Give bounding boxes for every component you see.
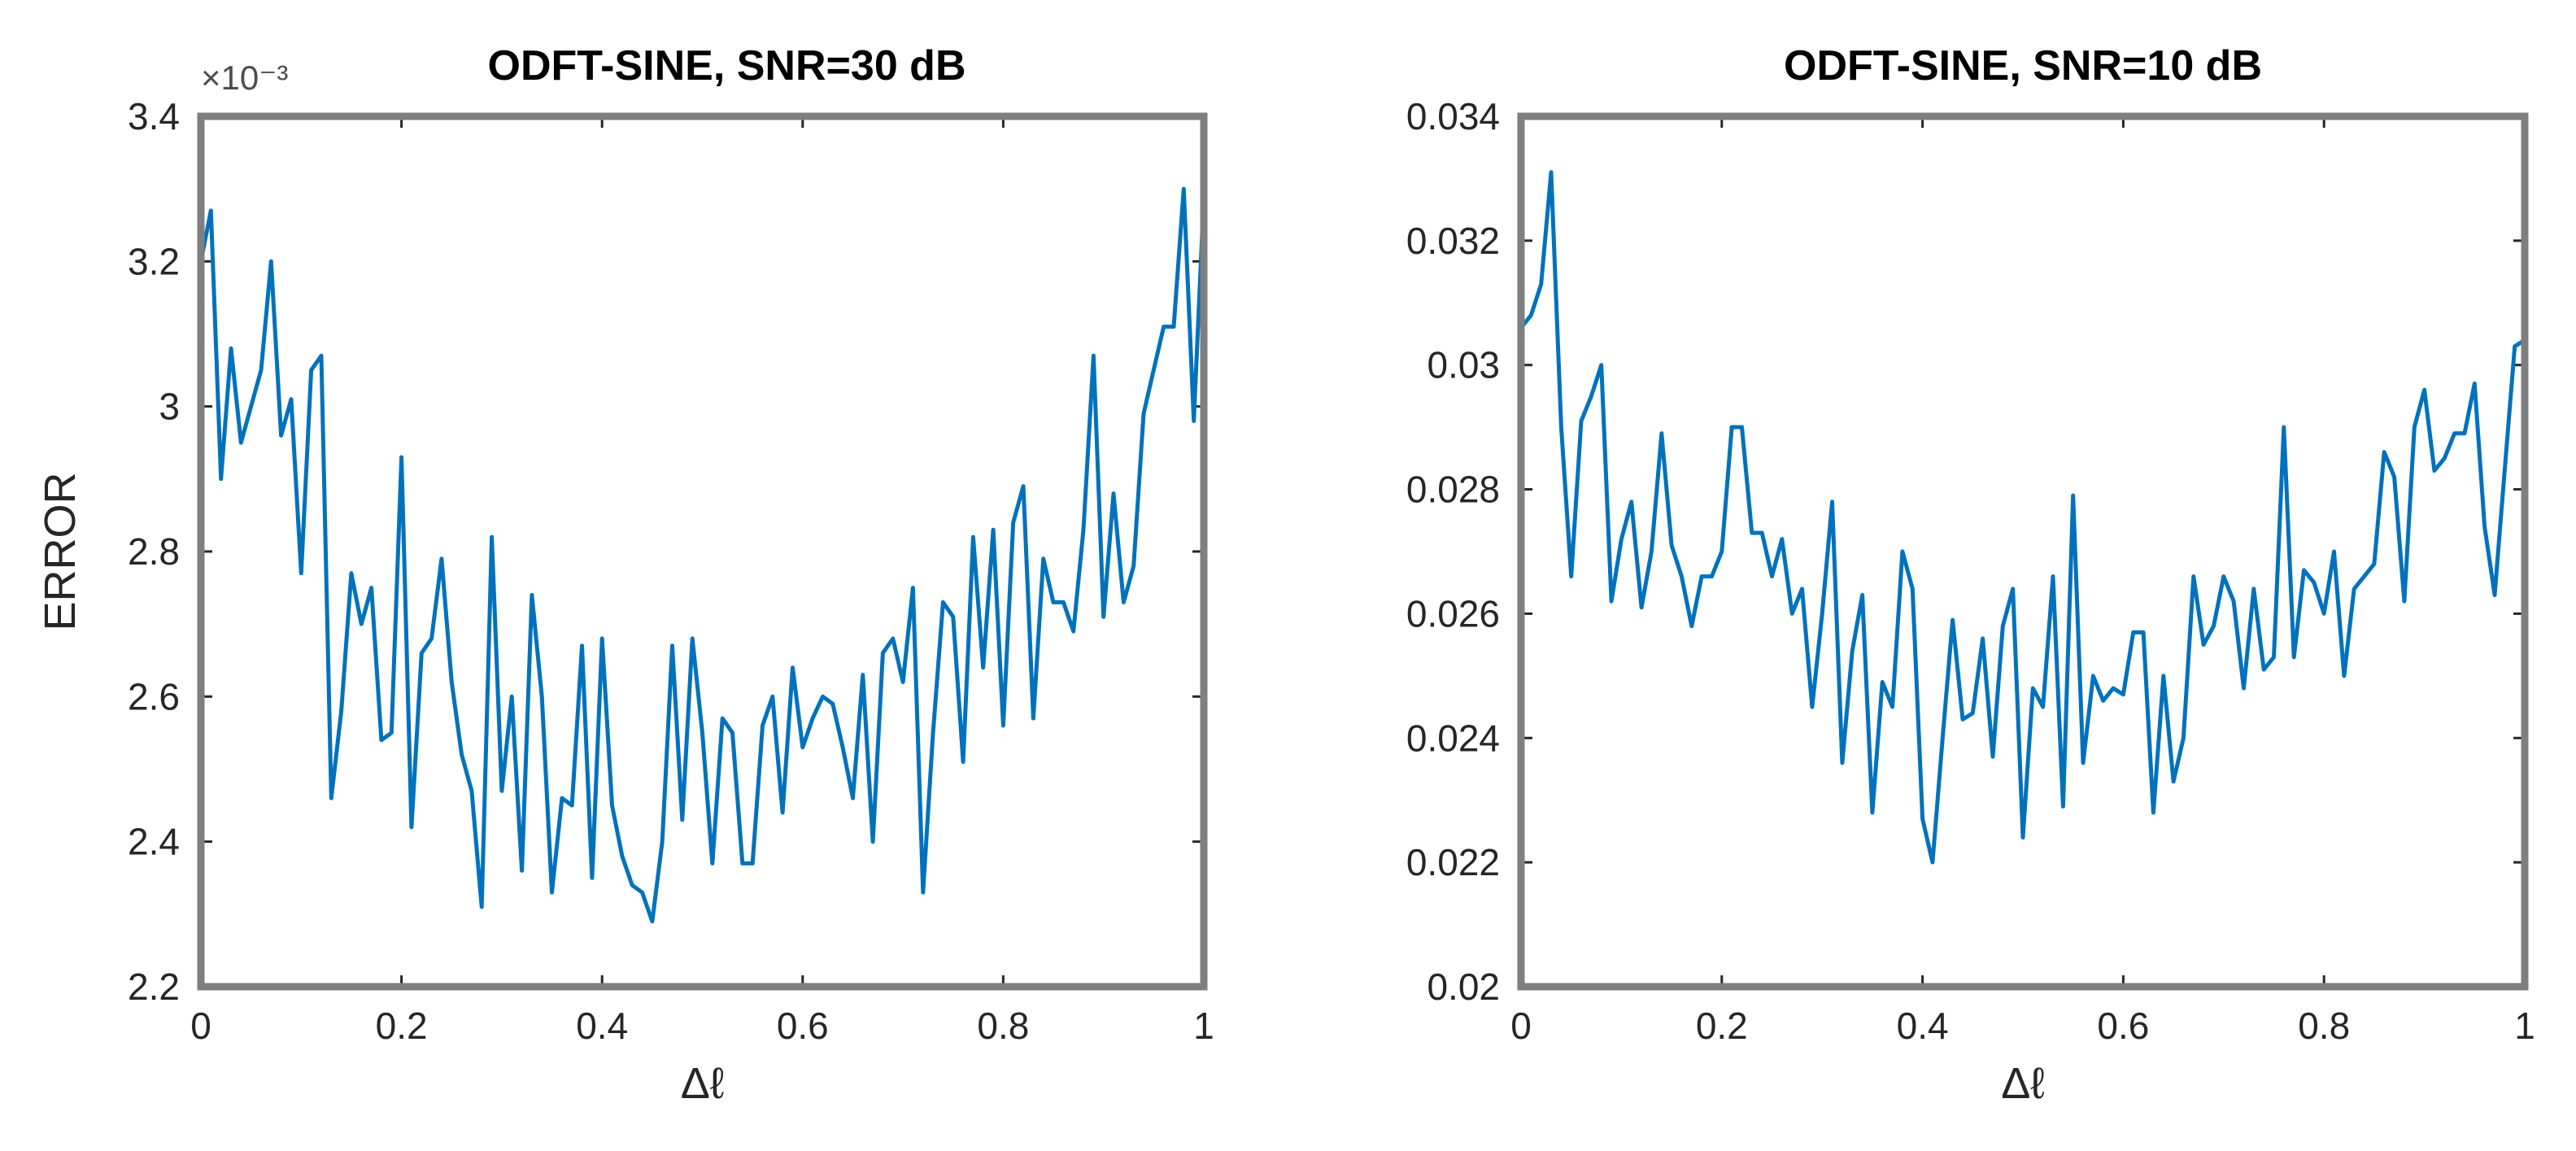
x-tick-label: 0 [190,1005,211,1047]
y-tick-label: 0.032 [1406,220,1500,262]
y-tick-label: 3 [159,386,180,428]
chart-snr-10: 0 0.2 0.4 0.6 0.8 1 0.02 0.022 0.024 0.026 0.028 0.… [1406,42,2535,1108]
y-tick-label: 0.022 [1406,841,1500,883]
plot-frame [197,112,1208,991]
y-tick-label: 0.024 [1406,717,1500,759]
x-tick-label: 0 [1510,1005,1532,1047]
x-tick-label: 0.4 [1897,1005,1949,1047]
y-tick-label: 0.028 [1406,469,1500,511]
y-tick-label: 0.02 [1427,966,1500,1008]
y-tick-label: 0.026 [1406,592,1500,634]
plot-frame [1517,112,2529,991]
x-tick-label: 1 [2514,1005,2535,1047]
x-tick-label: 1 [1193,1005,1214,1047]
chart-title: ODFT-SINE, SNR=30 dB [488,42,966,89]
series-line [1519,170,2527,865]
chart-title: ODFT-SINE, SNR=10 dB [1784,42,2262,89]
y-axis-label: ERROR [36,472,85,630]
y-tick-label: 0.03 [1427,344,1500,386]
y-tick-label: 2.4 [128,821,180,863]
x-tick-label: 0.2 [376,1005,428,1047]
y-tick-label: 2.6 [128,675,180,717]
y-tick-label: 2.2 [128,966,180,1008]
x-axis-label: Δℓ [681,1059,725,1108]
y-tick-label: 2.8 [128,530,180,573]
x-tick-label: 0.8 [2298,1005,2350,1047]
y-tick-label: 0.034 [1406,95,1500,137]
x-tick-label: 0.6 [2097,1005,2149,1047]
y-tick-label: 3.4 [128,95,180,137]
x-tick-label: 0.2 [1696,1005,1748,1047]
series-line [198,186,1206,924]
x-axis-label: Δℓ [2001,1059,2045,1108]
y-exponent-label: ×10⁻³ [201,59,288,97]
x-tick-label: 0.8 [977,1005,1029,1047]
x-tick-label: 0.6 [777,1005,829,1047]
x-tick-label: 0.4 [576,1005,628,1047]
chart-snr-30: 0 0.2 0.4 0.6 0.8 1 2.2 2.4 2.6 2.8 3 3.2 3.4 ODFT-SI… [36,42,1214,1108]
y-tick-label: 3.2 [128,240,180,282]
